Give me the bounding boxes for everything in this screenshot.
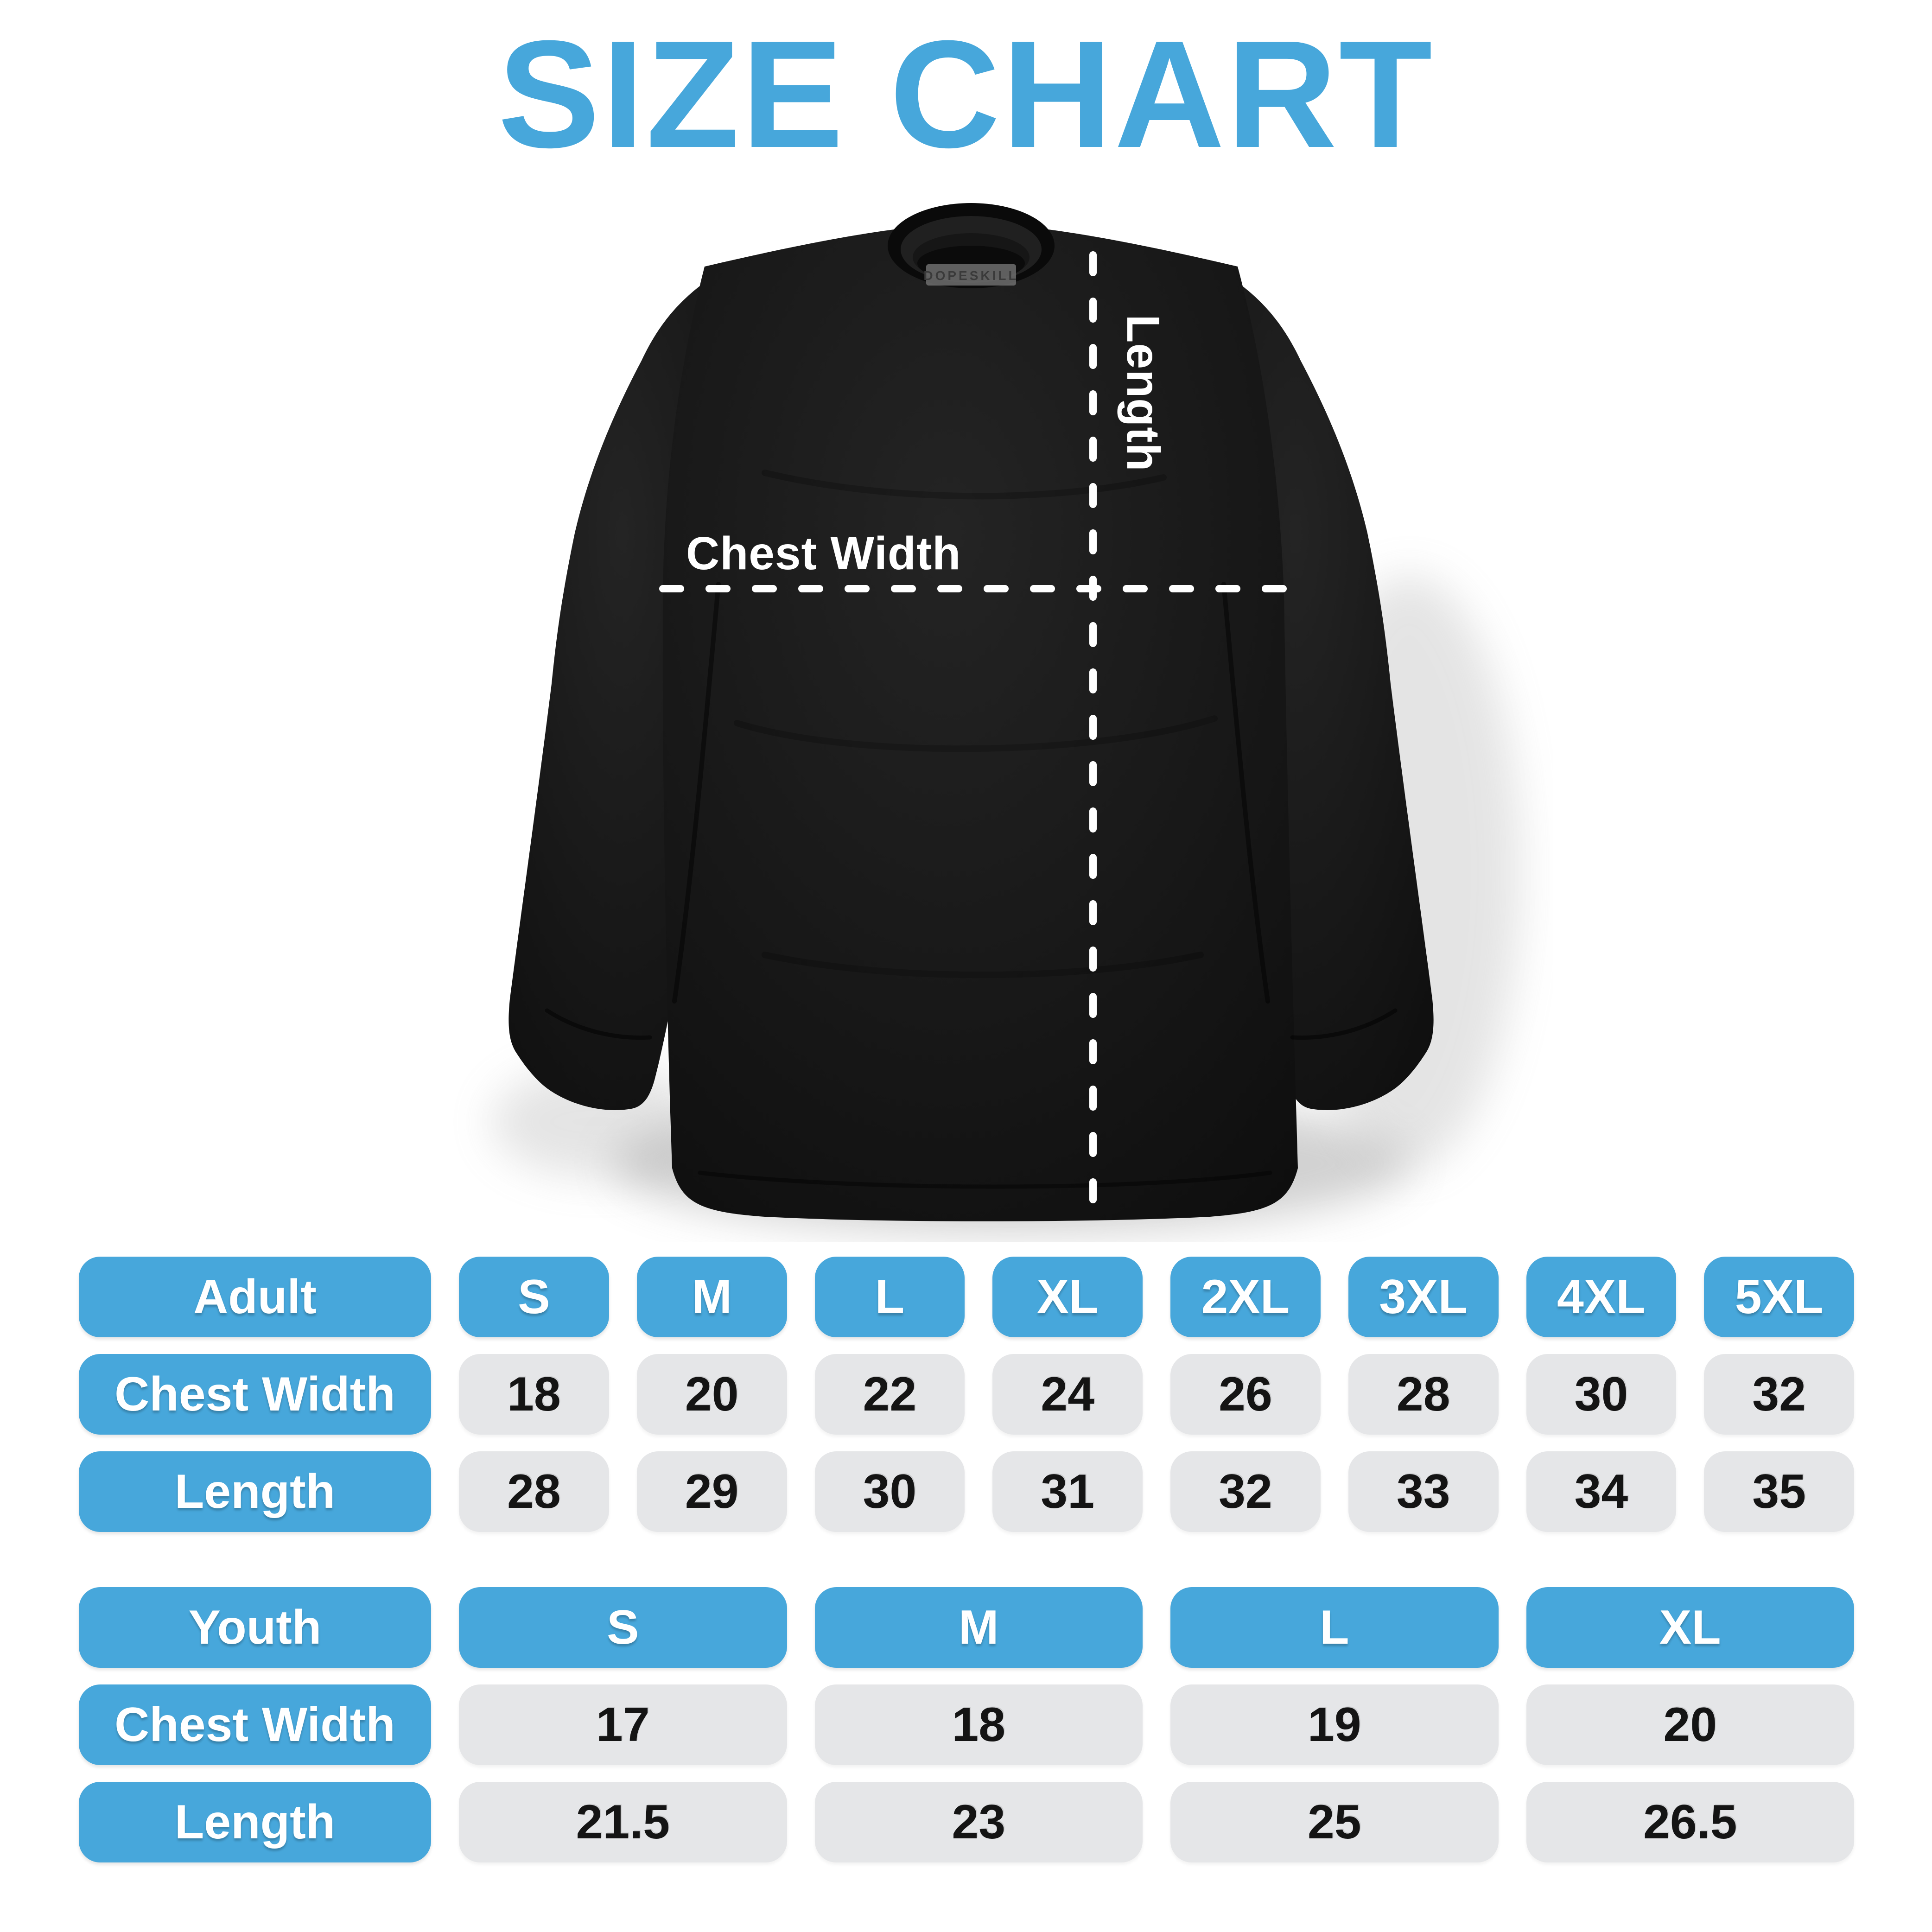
adult-size-header-3xl: 3XL xyxy=(1348,1257,1499,1337)
youth-length-value-cell: 21.5 xyxy=(459,1782,787,1862)
adult-chest-value-cell: 30 xyxy=(1526,1354,1677,1435)
shirt-shadow-left-cuff xyxy=(491,1066,705,1177)
chest-width-label: Chest Width xyxy=(686,527,961,579)
youth-length-value-cell: 23 xyxy=(814,1782,1143,1862)
adult-size-header-xl: XL xyxy=(992,1257,1143,1337)
adult-length-value-cell: 28 xyxy=(459,1451,609,1532)
youth-chest-row-label: Chest Width xyxy=(79,1684,431,1765)
youth-size-header-s: S xyxy=(459,1587,787,1668)
adult-length-value-cell: 34 xyxy=(1526,1451,1677,1532)
adult-size-header-s: S xyxy=(459,1257,609,1337)
youth-table-header-label: Youth xyxy=(79,1587,431,1668)
adult-length-value-cell: 30 xyxy=(814,1451,965,1532)
adult-chest-value-cell: 20 xyxy=(636,1354,787,1435)
adult-length-value-cell: 32 xyxy=(1170,1451,1321,1532)
adult-table-header-label: Adult xyxy=(79,1257,431,1337)
page-title: SIZE CHART xyxy=(498,8,1434,179)
length-label: Length xyxy=(1117,314,1169,471)
brand-tag-label: DOPESKILL xyxy=(923,268,1018,283)
youth-size-header-m: M xyxy=(814,1587,1143,1668)
youth-length-value-cell: 26.5 xyxy=(1526,1782,1854,1862)
adult-length-value-cell: 33 xyxy=(1348,1451,1499,1532)
adult-size-header-m: M xyxy=(636,1257,787,1337)
adult-chest-value-cell: 28 xyxy=(1348,1354,1499,1435)
youth-length-value-cell: 25 xyxy=(1170,1782,1499,1862)
adult-length-value-cell: 29 xyxy=(636,1451,787,1532)
adult-chest-value-cell: 24 xyxy=(992,1354,1143,1435)
adult-size-header-5xl: 5XL xyxy=(1704,1257,1854,1337)
youth-chest-value-cell: 20 xyxy=(1526,1684,1854,1765)
youth-length-row-label: Length xyxy=(79,1782,431,1862)
adult-length-row-label: Length xyxy=(79,1451,431,1532)
adult-chest-row-label: Chest Width xyxy=(79,1354,431,1435)
adult-size-table: Adult S M L XL 2XL 3XL 4XL 5XL Chest Wid… xyxy=(79,1257,1854,1532)
adult-size-header-l: L xyxy=(814,1257,965,1337)
youth-size-table: Youth S M L XL Chest Width 17 18 19 20 L… xyxy=(79,1587,1854,1862)
adult-size-header-2xl: 2XL xyxy=(1170,1257,1321,1337)
youth-chest-value-cell: 17 xyxy=(459,1684,787,1765)
youth-size-header-l: L xyxy=(1170,1587,1499,1668)
adult-chest-value-cell: 18 xyxy=(459,1354,609,1435)
adult-length-value-cell: 35 xyxy=(1704,1451,1854,1532)
shirt-diagram: DOPESKILL Chest Width Length xyxy=(440,176,1553,1242)
adult-length-value-cell: 31 xyxy=(992,1451,1143,1532)
youth-size-header-xl: XL xyxy=(1526,1587,1854,1668)
brand-tag: DOPESKILL xyxy=(923,264,1018,286)
shirt-wrinkles xyxy=(545,470,1398,1189)
adult-chest-value-cell: 22 xyxy=(814,1354,965,1435)
long-sleeve-shirt-icon: DOPESKILL Chest Width Length xyxy=(491,203,1520,1233)
adult-chest-value-cell: 26 xyxy=(1170,1354,1321,1435)
youth-chest-value-cell: 19 xyxy=(1170,1684,1499,1765)
adult-chest-value-cell: 32 xyxy=(1704,1354,1854,1435)
shirt-torso xyxy=(662,210,1298,1221)
youth-chest-value-cell: 18 xyxy=(814,1684,1143,1765)
adult-size-header-4xl: 4XL xyxy=(1526,1257,1677,1337)
